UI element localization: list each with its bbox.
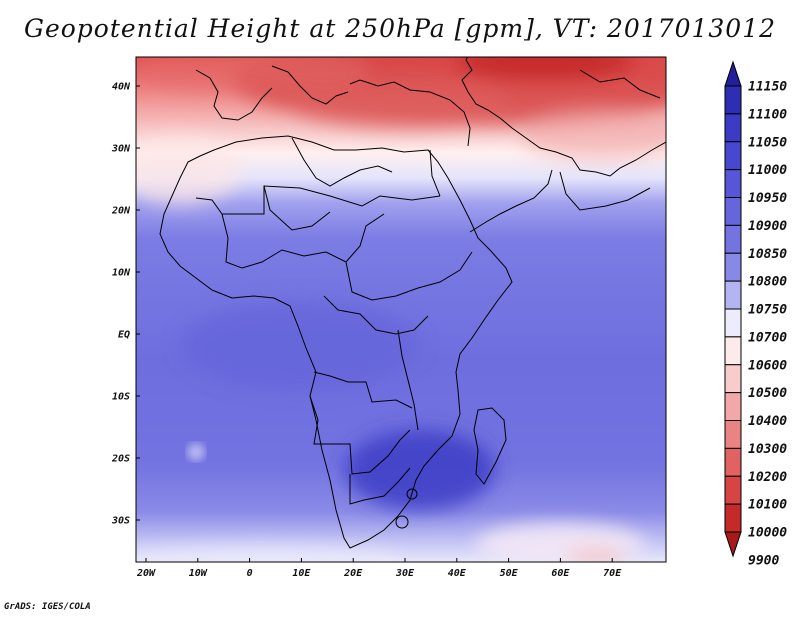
lon-label: 0 [247,568,253,579]
colorbar-bottom-arrow [724,531,742,558]
map-title: Geopotential Height at 250hPa [gpm], VT:… [23,14,777,43]
latitude-axis: 40N 30N 20N 10N EQ 10S 20S 30S [111,82,140,527]
colorbar-label: 10750 [748,303,787,318]
colorbar-label: 11050 [748,135,787,150]
colorbar-label: 10000 [748,526,787,541]
colorbar-segment [724,169,742,198]
colorbar-segment [724,141,742,171]
lat-label: 40N [112,82,131,93]
colorbar-label: 10200 [748,470,787,485]
lat-label: 10S [112,392,130,403]
colorbar-segment [724,475,742,505]
colorbar-segment [724,113,742,143]
lat-label: 10N [112,268,131,279]
colorbar-segment [724,392,742,421]
coastlines [159,57,666,549]
colorbar-segment [724,503,742,533]
colorbar-segment [724,224,742,254]
lat-label: 20S [111,454,130,465]
colorbar-label: 10600 [748,358,787,373]
colorbar-label: 10700 [748,330,787,345]
colorbar-label: 10500 [748,386,787,401]
lat-label: 20N [111,206,131,217]
colorbar-label: 10900 [748,219,787,234]
colorbar-label: 11100 [748,107,787,122]
lon-label: 70E [603,568,622,579]
lon-label: 60E [551,568,570,579]
colorbar-label: 10300 [748,442,787,457]
colorbar-label: 9900 [748,553,779,568]
colorbar-segment [724,280,742,310]
colorbar-label: 11000 [748,163,787,178]
lat-label: 30N [111,144,131,155]
colorbar-segment [724,197,742,226]
lon-label: 20W [136,568,156,579]
map-frame [135,56,667,563]
colorbar-label: 10400 [748,414,787,429]
colorbar-segment [724,85,742,115]
colorbar-label: 10950 [748,191,787,206]
colorbar-label: 11150 [748,80,787,95]
lon-label: 30E [395,568,415,579]
lat-label: EQ [118,330,130,341]
grads-credit: GrADS: IGES/COLA [4,602,91,612]
colorbar-segment [724,336,742,366]
colorbar-label: 10850 [748,247,787,262]
colorbar-label: 10800 [748,275,787,290]
lon-label: 50E [500,568,519,579]
colorbar-segment [724,447,742,477]
lon-label: 10E [292,568,311,579]
lon-label: 10W [189,568,208,579]
colorbar-segment [724,420,742,449]
colorbar-segment [724,308,742,338]
colorbar-segment [724,364,742,394]
longitude-axis: 20W 10W 0 10E 20E 30E 40E 50E 60E 70E [136,558,622,579]
lon-label: 20E [343,568,363,579]
height-field [136,57,666,562]
colorbar: 11150 11100 11050 11000 10950 10900 10850 10800… [724,60,787,568]
lon-label: 40E [448,568,467,579]
lat-label: 30S [111,516,130,527]
colorbar-segment [724,252,742,282]
colorbar-top-arrow [724,60,742,87]
colorbar-label: 10100 [748,498,787,513]
